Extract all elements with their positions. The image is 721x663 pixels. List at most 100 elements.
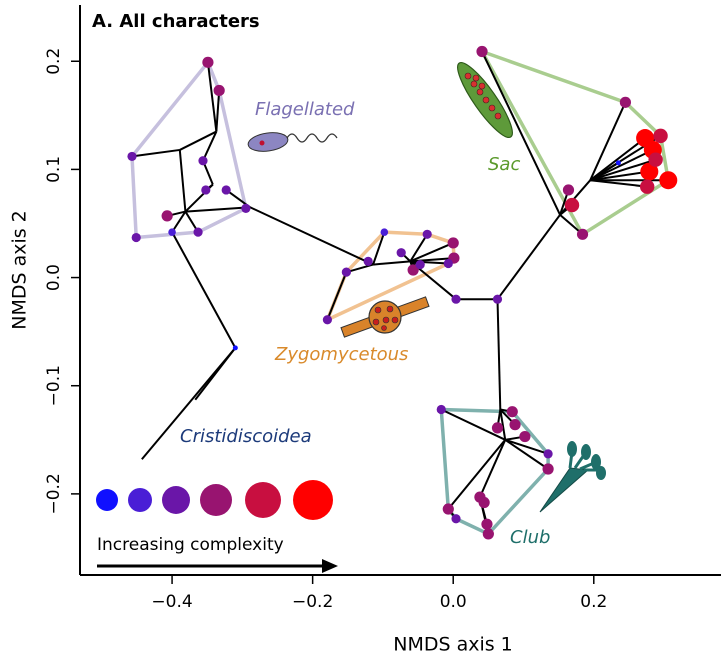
- group-label: Club: [510, 527, 550, 548]
- legend-label: Increasing complexity: [97, 535, 284, 555]
- tree-edge: [372, 231, 386, 265]
- tree-edge: [589, 137, 646, 182]
- point: [543, 449, 553, 459]
- point: [380, 228, 389, 236]
- legend-swatch: [128, 488, 152, 512]
- tree-edge: [504, 438, 549, 455]
- tree-edge: [590, 170, 650, 182]
- point: [341, 267, 351, 277]
- legend-arrow: [97, 559, 338, 573]
- zygospore-icon: [340, 296, 430, 338]
- tree-edge: [215, 90, 221, 132]
- point: [619, 96, 632, 108]
- y-tick-label: 0.1: [44, 156, 64, 183]
- point: [564, 197, 580, 213]
- hulls: [130, 49, 671, 536]
- tree-edge: [373, 260, 411, 266]
- tree-edge: [447, 439, 506, 510]
- legend-swatch: [200, 484, 232, 516]
- point: [232, 345, 238, 351]
- tree-edge: [249, 206, 374, 266]
- point: [422, 229, 432, 239]
- point: [491, 422, 504, 434]
- point: [478, 496, 490, 509]
- y-tick-label: −0.1: [44, 365, 64, 406]
- tree-edge: [141, 347, 237, 460]
- club-icon: [539, 441, 606, 513]
- group-label: Flagellated: [255, 99, 355, 120]
- point: [202, 56, 214, 68]
- points: [127, 45, 678, 540]
- point: [482, 528, 494, 540]
- x-tick-label: −0.4: [151, 592, 192, 612]
- y-tick-label: 0.0: [44, 264, 64, 291]
- point: [451, 294, 461, 304]
- y-tick-label: −0.2: [44, 473, 64, 514]
- point: [492, 294, 503, 304]
- legend-swatch: [162, 486, 190, 514]
- point: [415, 259, 425, 270]
- point: [322, 315, 333, 325]
- legend-swatch: [96, 489, 118, 511]
- point: [506, 406, 518, 418]
- point: [615, 160, 621, 166]
- tree-edge: [590, 179, 648, 188]
- point: [201, 185, 211, 195]
- tree-edge: [326, 271, 348, 321]
- tree-edge: [559, 179, 592, 216]
- point: [161, 210, 173, 222]
- group-label: Cristidiscoidea: [180, 426, 312, 447]
- tree-edge: [409, 233, 429, 262]
- point: [443, 258, 453, 269]
- tree-edge: [171, 211, 187, 233]
- tree-edge: [589, 101, 627, 181]
- point: [562, 184, 575, 196]
- group-label: Sac: [488, 154, 520, 175]
- x-tick-label: 0.2: [580, 592, 607, 612]
- point: [127, 151, 137, 162]
- point: [198, 156, 208, 166]
- tree-edge: [409, 242, 454, 263]
- tree-edge: [185, 206, 251, 213]
- point: [659, 171, 678, 190]
- tree-edge: [171, 231, 237, 349]
- tree-edge: [589, 149, 654, 182]
- point: [447, 237, 459, 249]
- point: [519, 430, 531, 443]
- point: [640, 162, 659, 181]
- tree-edge: [206, 62, 218, 132]
- group-label: Zygomycetous: [274, 344, 408, 365]
- tree-edge: [131, 148, 180, 158]
- point: [221, 185, 231, 195]
- point: [648, 152, 663, 167]
- tree-edge: [589, 158, 656, 182]
- tree-edge: [479, 439, 507, 498]
- y-axis-label: NMDS axis 2: [9, 210, 31, 330]
- tree-edge: [499, 409, 507, 440]
- point: [653, 128, 668, 144]
- point: [363, 256, 373, 266]
- point: [436, 404, 446, 415]
- tree-edge: [440, 408, 506, 441]
- tree-edge: [202, 131, 218, 162]
- tree-edge: [496, 214, 561, 300]
- x-tick-label: 0.0: [440, 592, 467, 612]
- flagellated-icon: [247, 132, 338, 152]
- x-axis-label: NMDS axis 1: [393, 634, 513, 656]
- point: [481, 518, 493, 530]
- point: [576, 228, 589, 240]
- tree: [131, 51, 669, 535]
- point: [640, 179, 655, 194]
- point: [241, 203, 251, 213]
- chart-title: A. All characters: [92, 11, 260, 32]
- y-tick-label: 0.2: [44, 48, 64, 75]
- point: [451, 514, 461, 524]
- tree-edge: [496, 299, 502, 410]
- point: [476, 45, 488, 58]
- point: [131, 232, 141, 243]
- tree-edge: [179, 130, 217, 151]
- point: [193, 227, 203, 237]
- tree-edge: [178, 149, 187, 212]
- tree-edge: [504, 438, 549, 470]
